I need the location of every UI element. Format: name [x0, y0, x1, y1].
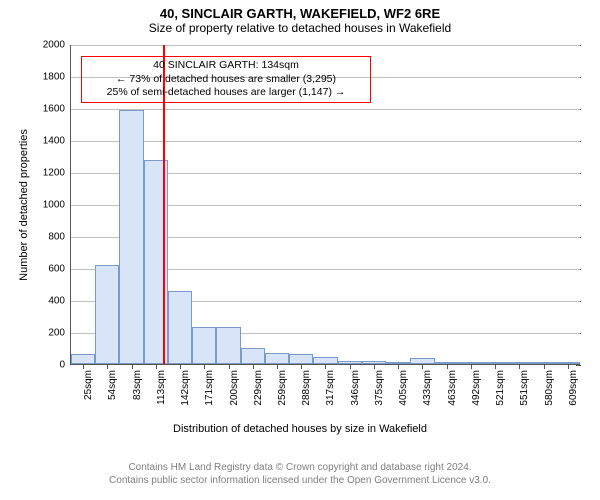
x-tick-mark	[447, 364, 448, 369]
x-tick-label: 609sqm	[568, 370, 579, 406]
y-tick-label: 600	[48, 264, 71, 275]
x-tick-mark	[495, 364, 496, 369]
histogram-bar	[410, 358, 434, 364]
histogram-bar	[71, 354, 95, 364]
histogram-bar	[435, 362, 459, 364]
chart-plot-area: 0200400600800100012001400160018002000 25…	[70, 45, 580, 365]
x-tick-mark	[83, 364, 84, 369]
histogram-bar	[216, 327, 240, 364]
histogram-bar	[192, 327, 216, 364]
annotation-line1: 40 SINCLAIR GARTH: 134sqm	[88, 59, 364, 73]
footer-line1: Contains HM Land Registry data © Crown c…	[10, 462, 590, 475]
page-subtitle: Size of property relative to detached ho…	[0, 21, 600, 35]
histogram-bar	[241, 348, 265, 364]
histogram-bar	[556, 362, 580, 364]
x-tick-label: 288sqm	[301, 370, 312, 406]
x-tick-mark	[229, 364, 230, 369]
x-tick-label: 346sqm	[350, 370, 361, 406]
x-tick-mark	[204, 364, 205, 369]
x-tick-mark	[568, 364, 569, 369]
histogram-bar	[507, 362, 531, 364]
x-tick-label: 580sqm	[544, 370, 555, 406]
x-tick-mark	[301, 364, 302, 369]
x-tick-label: 433sqm	[422, 370, 433, 406]
x-tick-label: 113sqm	[156, 370, 167, 405]
x-tick-mark	[180, 364, 181, 369]
histogram-bar	[168, 291, 192, 364]
x-tick-label: 259sqm	[277, 370, 288, 406]
x-tick-label: 405sqm	[398, 370, 409, 406]
histogram-bar	[265, 353, 289, 364]
histogram-bar	[483, 362, 507, 364]
title-group: 40, SINCLAIR GARTH, WAKEFIELD, WF2 6RE S…	[0, 0, 600, 35]
x-tick-mark	[132, 364, 133, 369]
y-tick-label: 2000	[43, 40, 71, 51]
x-tick-mark	[519, 364, 520, 369]
x-tick-mark	[544, 364, 545, 369]
x-tick-label: 463sqm	[447, 370, 458, 406]
x-tick-mark	[350, 364, 351, 369]
footer-attribution: Contains HM Land Registry data © Crown c…	[0, 462, 600, 487]
x-tick-label: 375sqm	[374, 370, 385, 406]
y-tick-label: 800	[48, 232, 71, 243]
x-tick-mark	[325, 364, 326, 369]
x-tick-mark	[374, 364, 375, 369]
histogram-bar	[386, 362, 410, 364]
x-tick-mark	[107, 364, 108, 369]
x-tick-mark	[156, 364, 157, 369]
x-tick-mark	[253, 364, 254, 369]
y-tick-label: 400	[48, 296, 71, 307]
y-tick-label: 1800	[43, 72, 71, 83]
x-tick-mark	[277, 364, 278, 369]
x-tick-label: 492sqm	[471, 370, 482, 406]
y-tick-mark	[576, 365, 581, 366]
histogram-bar	[95, 265, 119, 364]
x-tick-mark	[422, 364, 423, 369]
y-tick-label: 200	[48, 328, 71, 339]
histogram-bar	[289, 354, 313, 364]
x-axis-label: Distribution of detached houses by size …	[0, 423, 600, 435]
x-tick-mark	[471, 364, 472, 369]
x-tick-mark	[398, 364, 399, 369]
histogram-bar	[531, 362, 555, 364]
y-tick-label: 1600	[43, 104, 71, 115]
histogram-bar	[338, 361, 362, 364]
y-tick-label: 1400	[43, 136, 71, 147]
x-tick-label: 54sqm	[107, 370, 118, 400]
y-tick-label: 0	[59, 360, 71, 371]
page-title: 40, SINCLAIR GARTH, WAKEFIELD, WF2 6RE	[0, 6, 600, 21]
y-axis-label: Number of detached properties	[18, 129, 30, 281]
y-tick-label: 1000	[43, 200, 71, 211]
x-tick-label: 521sqm	[495, 370, 506, 406]
x-tick-label: 142sqm	[180, 370, 191, 406]
annotation-line3: 25% of semi-detached houses are larger (…	[88, 86, 364, 100]
x-tick-label: 229sqm	[253, 370, 264, 406]
y-tick-label: 1200	[43, 168, 71, 179]
footer-line2: Contains public sector information licen…	[10, 475, 590, 488]
histogram-bar	[362, 361, 386, 364]
x-tick-label: 200sqm	[229, 370, 240, 406]
x-tick-label: 25sqm	[83, 370, 94, 400]
histogram-bar	[119, 110, 143, 364]
x-tick-label: 83sqm	[132, 370, 143, 400]
x-tick-label: 317sqm	[325, 370, 336, 406]
x-tick-label: 171sqm	[204, 370, 215, 406]
histogram-bar	[459, 362, 483, 364]
annotation-line2: ← 73% of detached houses are smaller (3,…	[88, 73, 364, 87]
annotation-box: 40 SINCLAIR GARTH: 134sqm ← 73% of detac…	[81, 56, 371, 103]
x-tick-label: 551sqm	[519, 370, 530, 406]
histogram-bar	[313, 357, 337, 364]
